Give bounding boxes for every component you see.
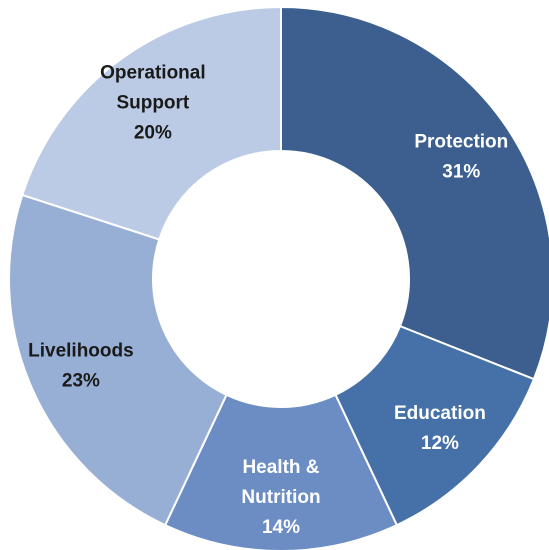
label-operational-support-value: 20% (134, 122, 172, 143)
label-education-value: 12% (421, 433, 459, 454)
label-operational-support: Operational Support 20% (100, 62, 206, 143)
label-health-and-nutrition-value: 14% (262, 517, 300, 538)
label-operational-support-text: Support (116, 92, 189, 113)
label-health-and-nutrition-text: Nutrition (241, 487, 320, 508)
label-protection-value: 31% (442, 161, 480, 182)
donut-labels: Protection 31% Education 12% Health & Nutriti… (28, 62, 508, 537)
label-education-text: Education (394, 403, 486, 424)
label-protection: Protection 31% (414, 131, 508, 182)
slice-operational-support (21, 5, 282, 241)
label-protection-text: Protection (414, 131, 508, 152)
slice-health-and-nutrition (163, 393, 399, 550)
label-livelihoods-value: 23% (62, 370, 100, 391)
label-livelihoods: Livelihoods 23% (28, 340, 134, 391)
slice-protection (280, 5, 549, 381)
label-operational-support-text: Operational (100, 62, 206, 83)
label-education: Education 12% (394, 403, 486, 454)
label-livelihoods-text: Livelihoods (28, 340, 134, 361)
slice-livelihoods (8, 193, 228, 527)
label-health-and-nutrition: Health & Nutrition 14% (241, 457, 320, 538)
donut-slices (8, 5, 549, 550)
label-health-and-nutrition-text: Health & (242, 457, 319, 478)
